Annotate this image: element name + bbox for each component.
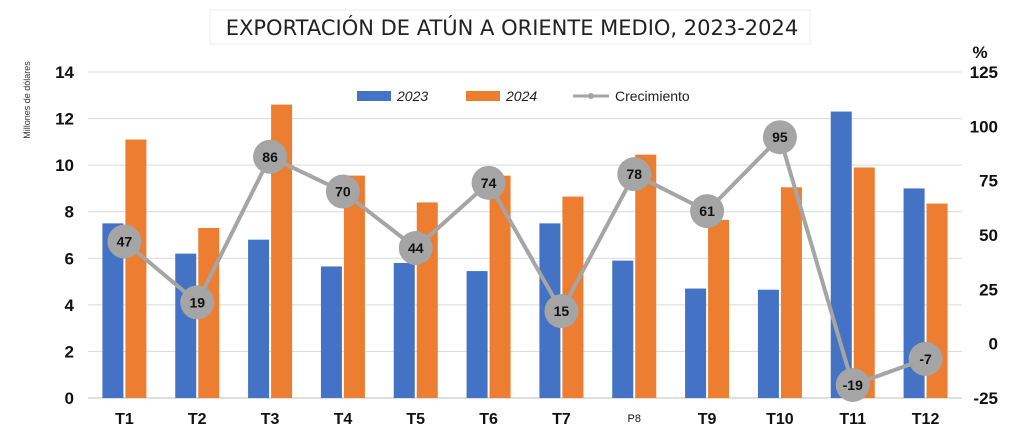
growth-point: [180, 285, 215, 320]
x-tick-label: T5: [406, 411, 425, 428]
bar-2024-T9: [708, 219, 730, 398]
bar-2023-T2: [175, 253, 197, 398]
x-tick-label: T7: [552, 411, 571, 428]
x-tick-label: P8: [628, 413, 641, 425]
growth-line-path: [123, 135, 927, 387]
bar-2024-T7: [562, 196, 584, 398]
bar-2023-T5: [393, 262, 415, 398]
growth-point-label: -7: [919, 351, 932, 367]
y-tick-label: 2: [65, 342, 74, 361]
legend: 2023 2024 Crecimiento: [357, 88, 690, 104]
bar-2023-T6: [466, 271, 488, 398]
y-tick-label: 0: [65, 389, 74, 408]
bar-2023-T1: [102, 223, 124, 398]
bar-2023-T10: [757, 289, 779, 398]
growth-point: [471, 165, 506, 200]
growth-point-label: 78: [626, 166, 642, 182]
bar-2024-T6: [489, 175, 511, 398]
growth-point: [762, 120, 797, 155]
growth-point: [544, 294, 579, 329]
title-box: [209, 9, 811, 45]
growth-point-label: 19: [189, 294, 205, 310]
growth-point: [690, 194, 725, 229]
growth-point: [325, 174, 360, 209]
growth-point: [253, 139, 288, 174]
y-tick-label: 8: [65, 203, 74, 222]
growth-point-label: 61: [699, 203, 715, 219]
y-tick-label: 10: [55, 156, 74, 175]
y-tick-label: 6: [65, 249, 74, 268]
bar-2024-T4: [343, 175, 365, 398]
legend-label-2024: 2024: [505, 88, 537, 104]
growth-point-label: 86: [262, 149, 278, 165]
y-tick-label: 12: [55, 110, 74, 129]
legend-label-Crecimiento: Crecimiento: [615, 88, 690, 104]
x-tick-label: T12: [912, 411, 940, 428]
legend-marker-Crecimiento: [588, 93, 594, 99]
growth-point-label: 15: [554, 303, 570, 319]
y2-tick-label: 125: [970, 63, 998, 82]
x-tick-label: T4: [334, 411, 353, 428]
y2-tick-label: 75: [979, 172, 998, 191]
y2-axis-unit: %: [972, 43, 987, 62]
x-tick-label: T3: [261, 411, 280, 428]
y-tick-label: 4: [65, 296, 75, 315]
chart-title: EXPORTACIÓN DE ATÚN A ORIENTE MEDIO, 202…: [226, 15, 799, 40]
legend-label-2023: 2023: [396, 88, 428, 104]
bar-2024-T11: [853, 167, 875, 398]
y2-tick-label: 25: [979, 280, 998, 299]
y2-tick-label: 0: [989, 335, 998, 354]
x-tick-label: T10: [766, 411, 794, 428]
x-tick-label: T9: [698, 411, 717, 428]
growth-point: [398, 231, 433, 266]
bar-2024-T1: [125, 139, 147, 398]
legend-swatch-2024: [466, 91, 500, 101]
bar-2023-T3: [248, 239, 270, 398]
bar-2023-T4: [320, 266, 342, 398]
growth-line: 47 19 86 70 44 74 15 78 61 95 -19 -7: [107, 120, 943, 402]
growth-point-label: 44: [408, 240, 424, 256]
tick-labels: 0 2 4 6 8 10 12 14 -25 0 25 50 75 100 125 T1 T2 T3 T4 T5 T6 T…: [55, 63, 998, 428]
bar-2024-P8: [635, 154, 657, 398]
x-tick-label: T2: [188, 411, 207, 428]
growth-point-label: 70: [335, 184, 351, 200]
legend-swatch-2023: [357, 91, 391, 101]
x-tick-label: T11: [839, 411, 866, 428]
x-tick-label: T6: [479, 411, 498, 428]
y2-tick-label: 100: [970, 117, 998, 136]
growth-point: [835, 367, 870, 402]
y2-tick-label: -25: [973, 389, 998, 408]
growth-point: [107, 224, 142, 259]
bar-2023-P8: [612, 260, 634, 398]
bar-2024-T3: [271, 104, 293, 398]
bar-2023-T11: [830, 111, 852, 398]
y2-tick-label: 50: [979, 226, 998, 245]
x-tick-label: T1: [115, 411, 134, 428]
growth-point-label: -19: [843, 377, 863, 393]
growth-point-label: 74: [481, 175, 497, 191]
growth-point: [617, 157, 652, 192]
y-tick-label: 14: [55, 63, 74, 82]
growth-point-label: 95: [772, 129, 788, 145]
growth-point-label: 47: [117, 234, 133, 250]
bar-2024-T10: [780, 187, 802, 398]
bar-2023-T9: [685, 288, 707, 398]
growth-point: [908, 341, 943, 376]
y-axis-label: Millones de dólares: [22, 61, 32, 139]
